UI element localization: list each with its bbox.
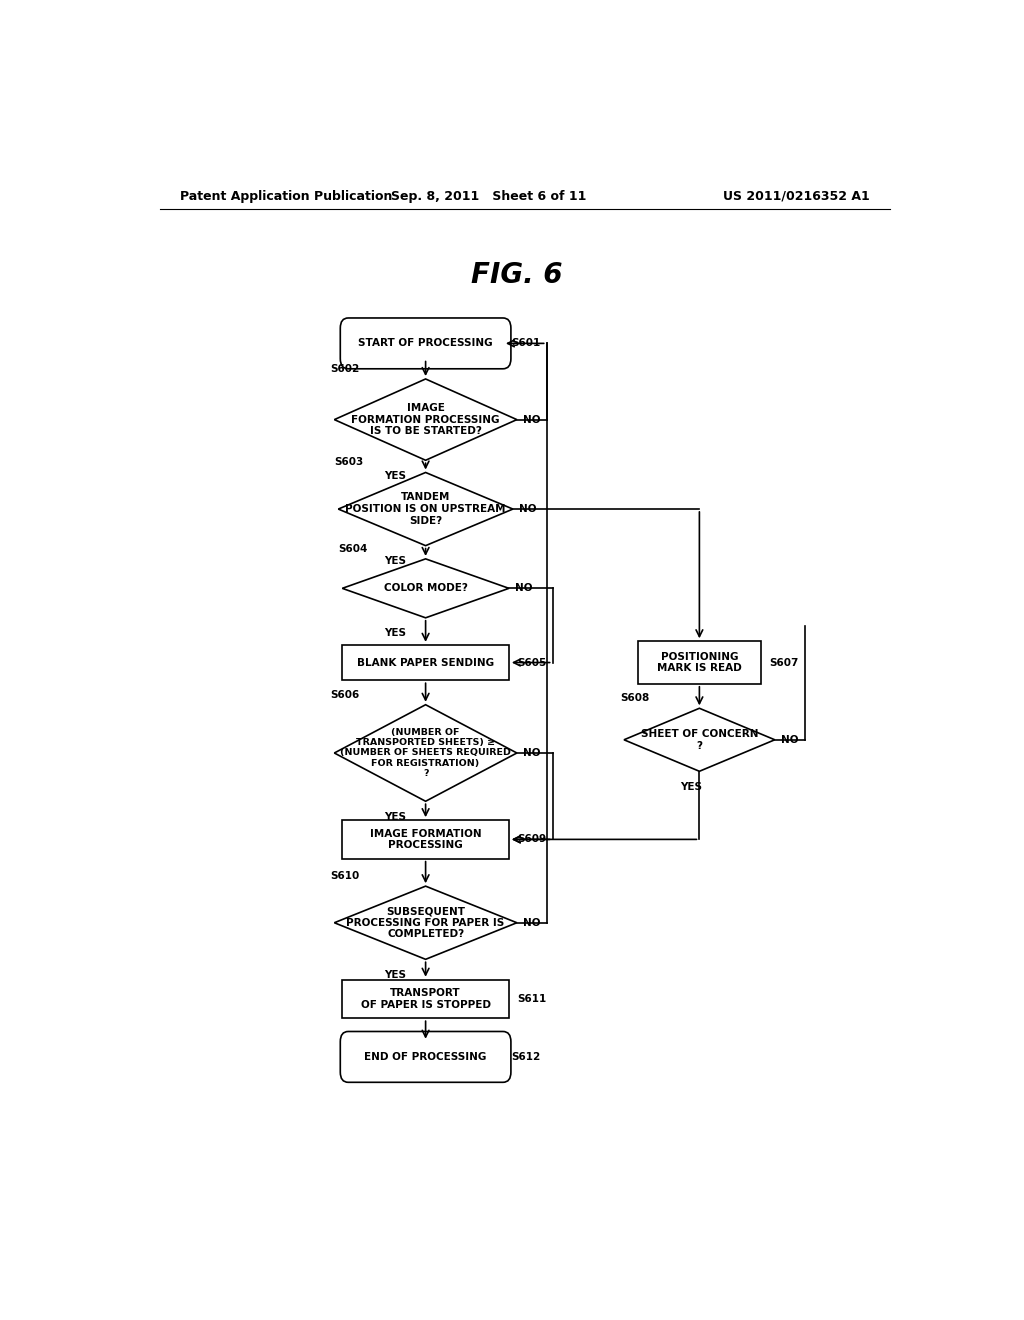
Text: IMAGE FORMATION
PROCESSING: IMAGE FORMATION PROCESSING [370, 829, 481, 850]
Text: POSITIONING
MARK IS READ: POSITIONING MARK IS READ [657, 652, 741, 673]
Text: END OF PROCESSING: END OF PROCESSING [365, 1052, 486, 1061]
Text: S609: S609 [517, 834, 546, 845]
Text: S611: S611 [517, 994, 546, 1005]
Polygon shape [624, 709, 775, 771]
Text: COLOR MODE?: COLOR MODE? [384, 583, 468, 593]
Text: S601: S601 [511, 338, 541, 348]
Polygon shape [334, 886, 517, 960]
Text: START OF PROCESSING: START OF PROCESSING [358, 338, 493, 348]
Text: SHEET OF CONCERN
?: SHEET OF CONCERN ? [641, 729, 758, 751]
Text: S604: S604 [338, 544, 368, 553]
Polygon shape [338, 473, 513, 545]
Text: BLANK PAPER SENDING: BLANK PAPER SENDING [357, 657, 495, 668]
Text: NO: NO [523, 748, 541, 758]
Text: IMAGE
FORMATION PROCESSING
IS TO BE STARTED?: IMAGE FORMATION PROCESSING IS TO BE STAR… [351, 403, 500, 436]
Text: YES: YES [384, 970, 406, 979]
Text: S603: S603 [334, 457, 364, 467]
Text: YES: YES [681, 781, 702, 792]
Text: Patent Application Publication: Patent Application Publication [179, 190, 392, 202]
Text: YES: YES [384, 470, 406, 480]
Bar [342, 644, 509, 680]
FancyBboxPatch shape [340, 318, 511, 368]
Text: TANDEM
POSITION IS ON UPSTREAM
SIDE?: TANDEM POSITION IS ON UPSTREAM SIDE? [345, 492, 506, 525]
Text: SUBSEQUENT
PROCESSING FOR PAPER IS
COMPLETED?: SUBSEQUENT PROCESSING FOR PAPER IS COMPL… [346, 906, 505, 940]
Text: YES: YES [384, 556, 406, 566]
Polygon shape [334, 379, 517, 461]
Text: FIG. 6: FIG. 6 [471, 261, 562, 289]
Text: NO: NO [515, 583, 532, 593]
Text: NO: NO [781, 735, 799, 744]
Text: (NUMBER OF
TRANSPORTED SHEETS) ≥
(NUMBER OF SHEETS REQUIRED
FOR REGISTRATION)
?: (NUMBER OF TRANSPORTED SHEETS) ≥ (NUMBER… [340, 727, 511, 779]
Text: S607: S607 [769, 657, 798, 668]
Text: S608: S608 [620, 693, 649, 704]
Text: NO: NO [523, 917, 541, 928]
Text: TRANSPORT
OF PAPER IS STOPPED: TRANSPORT OF PAPER IS STOPPED [360, 989, 490, 1010]
Bar [342, 820, 509, 859]
Text: S612: S612 [511, 1052, 541, 1061]
Text: S606: S606 [331, 689, 359, 700]
Bar [638, 642, 761, 684]
Text: NO: NO [519, 504, 537, 513]
Polygon shape [342, 558, 509, 618]
Text: Sep. 8, 2011   Sheet 6 of 11: Sep. 8, 2011 Sheet 6 of 11 [391, 190, 587, 202]
Polygon shape [334, 705, 517, 801]
Text: YES: YES [384, 628, 406, 638]
Text: S602: S602 [331, 364, 359, 374]
Bar [342, 979, 509, 1018]
Text: NO: NO [523, 414, 541, 425]
Text: S605: S605 [517, 657, 546, 668]
Text: YES: YES [384, 812, 406, 821]
Text: S610: S610 [331, 871, 359, 880]
Text: US 2011/0216352 A1: US 2011/0216352 A1 [723, 190, 870, 202]
FancyBboxPatch shape [340, 1031, 511, 1082]
